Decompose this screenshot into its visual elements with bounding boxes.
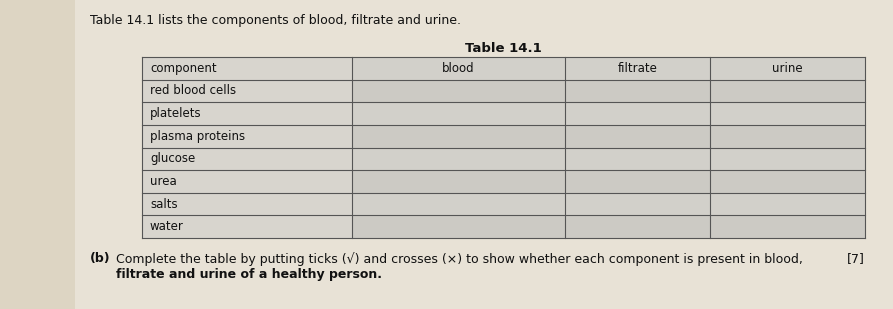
Text: urine: urine <box>772 62 803 75</box>
Bar <box>565 80 710 102</box>
Bar <box>142 102 352 125</box>
Text: urea: urea <box>150 175 177 188</box>
Bar <box>565 215 710 238</box>
Bar <box>352 80 565 102</box>
Bar <box>565 170 710 193</box>
Bar <box>565 57 710 80</box>
Bar <box>142 170 352 193</box>
Text: red blood cells: red blood cells <box>150 84 236 97</box>
Bar <box>142 147 352 170</box>
Bar <box>352 215 565 238</box>
Bar <box>352 193 565 215</box>
Bar <box>565 193 710 215</box>
Bar <box>352 170 565 193</box>
Text: salts: salts <box>150 197 178 210</box>
Bar <box>352 102 565 125</box>
Bar <box>565 102 710 125</box>
Bar <box>710 170 865 193</box>
Bar <box>352 147 565 170</box>
Text: blood: blood <box>442 62 475 75</box>
Bar <box>710 215 865 238</box>
Bar <box>142 193 352 215</box>
Bar <box>142 80 352 102</box>
Text: filtrate: filtrate <box>618 62 657 75</box>
Bar <box>352 57 565 80</box>
Bar <box>565 147 710 170</box>
Bar <box>710 57 865 80</box>
Text: plasma proteins: plasma proteins <box>150 130 245 143</box>
Text: water: water <box>150 220 184 233</box>
Bar <box>710 125 865 147</box>
Text: component: component <box>150 62 217 75</box>
Bar <box>142 125 352 147</box>
Text: Table 14.1 lists the components of blood, filtrate and urine.: Table 14.1 lists the components of blood… <box>90 14 461 27</box>
Text: [7]: [7] <box>847 252 865 265</box>
Bar <box>710 147 865 170</box>
Bar <box>142 215 352 238</box>
Text: Table 14.1: Table 14.1 <box>465 42 542 55</box>
Bar <box>710 80 865 102</box>
Bar <box>710 193 865 215</box>
Text: (b): (b) <box>90 252 111 265</box>
Bar <box>710 102 865 125</box>
Bar <box>352 125 565 147</box>
Text: glucose: glucose <box>150 152 196 165</box>
Bar <box>142 57 352 80</box>
Text: Complete the table by putting ticks (√) and crosses (×) to show whether each com: Complete the table by putting ticks (√) … <box>116 252 803 266</box>
Text: platelets: platelets <box>150 107 202 120</box>
Text: filtrate and urine of a healthy person.: filtrate and urine of a healthy person. <box>116 268 382 281</box>
Bar <box>565 125 710 147</box>
